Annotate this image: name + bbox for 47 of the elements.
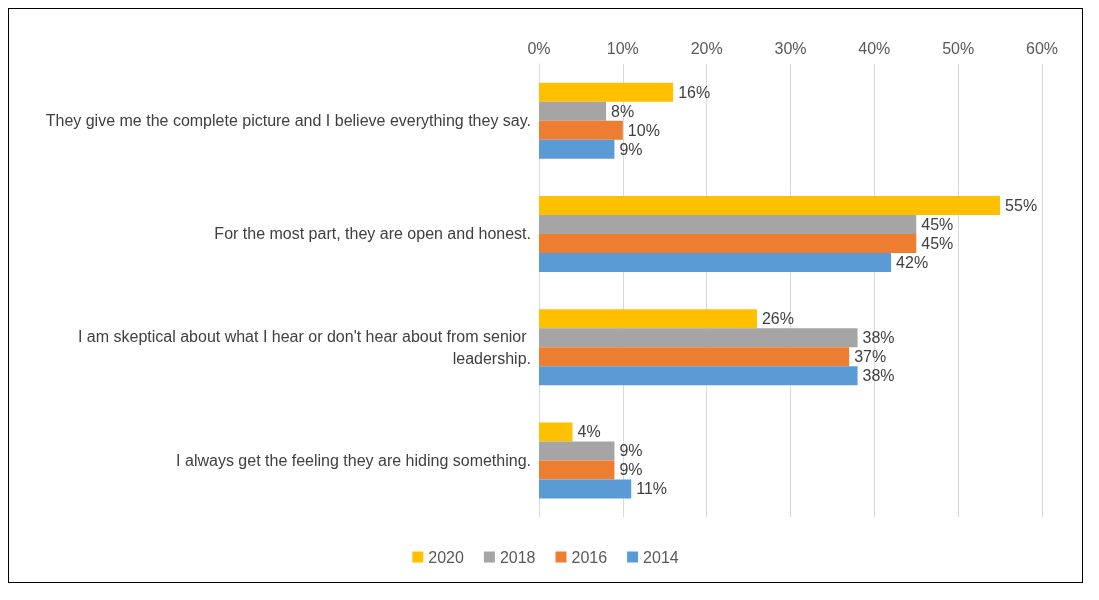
data-label: 45% [921,234,954,252]
y-tick-label: They give me the complete picture and I believe everything they say. [45,112,531,130]
x-tick-label: 20% [690,39,723,57]
legend-label: 2016 [571,548,608,566]
bar [539,82,674,102]
data-label: 38% [862,367,895,385]
bar [539,441,615,461]
bar [539,347,850,367]
data-label: 8% [611,102,635,120]
data-label: 11% [636,480,668,498]
bar [539,309,757,329]
data-label: 45% [921,215,954,233]
data-label: 9% [619,140,643,158]
legend-label: 2020 [428,548,465,566]
bar [539,252,892,272]
y-tick-label: For the most part, they are open and honest. [214,225,531,243]
bar [539,366,858,386]
data-label: 9% [619,461,643,479]
legend-label: 2014 [643,548,679,566]
bar [539,139,615,159]
bar [539,233,917,253]
bar [539,460,615,480]
x-tick-label: 0% [527,39,551,57]
bar [539,328,858,348]
x-tick-label: 10% [606,39,639,57]
bar [539,479,632,499]
y-tick-label: I am skeptical about what I hear or don't hear about from senior leadership. [77,327,531,367]
bar [539,101,607,121]
data-label: 16% [678,83,711,101]
legend-label: 2018 [499,548,536,566]
bar [539,195,1001,215]
bar [539,422,573,442]
data-label: 4% [577,423,601,441]
data-label: 55% [1005,196,1038,214]
x-tick-label: 60% [1025,39,1059,57]
bar [539,214,917,234]
data-label: 42% [896,253,929,271]
y-tick-label: I always get the feeling they are hiding something. [176,451,531,469]
x-tick-label: 50% [942,39,975,57]
data-label: 10% [627,121,660,139]
data-label: 26% [761,310,794,328]
data-label: 9% [619,442,643,460]
data-label: 38% [862,329,895,347]
x-tick-label: 40% [858,39,891,57]
bar [539,120,623,140]
data-label: 37% [854,348,887,366]
x-tick-label: 30% [774,39,807,57]
